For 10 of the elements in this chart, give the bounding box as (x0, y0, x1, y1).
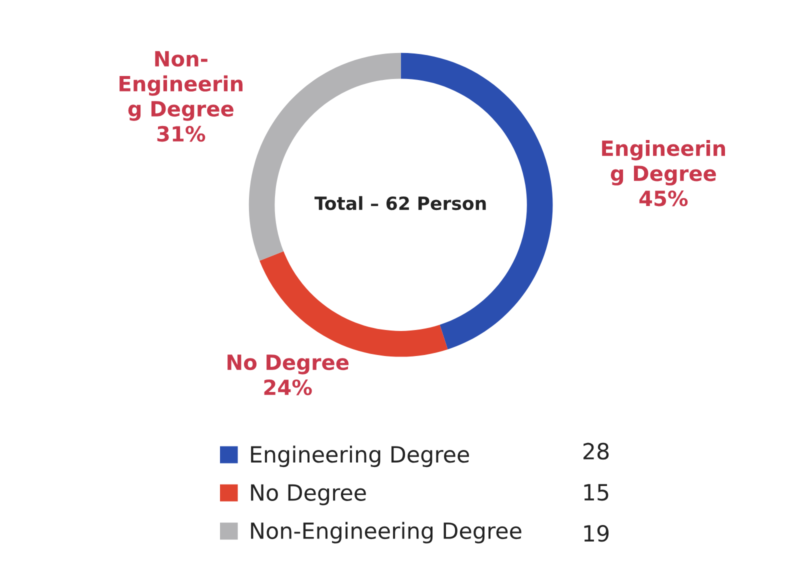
text: Total – 62 Person (314, 196, 486, 210)
data-label: Non- Engineerin g Degree 31% (120, 51, 242, 142)
text: 28 (583, 442, 609, 460)
text: 15 (584, 484, 608, 501)
legend-label: Non-Engineering Degree (251, 522, 522, 544)
data-label: No Degree 24% (228, 354, 349, 396)
data-label: Engineerin g Degree 45% (602, 140, 725, 206)
text: 19 (584, 524, 609, 542)
legend-label: Engineering Degree (251, 446, 469, 468)
legend-label: No Degree (251, 484, 366, 506)
